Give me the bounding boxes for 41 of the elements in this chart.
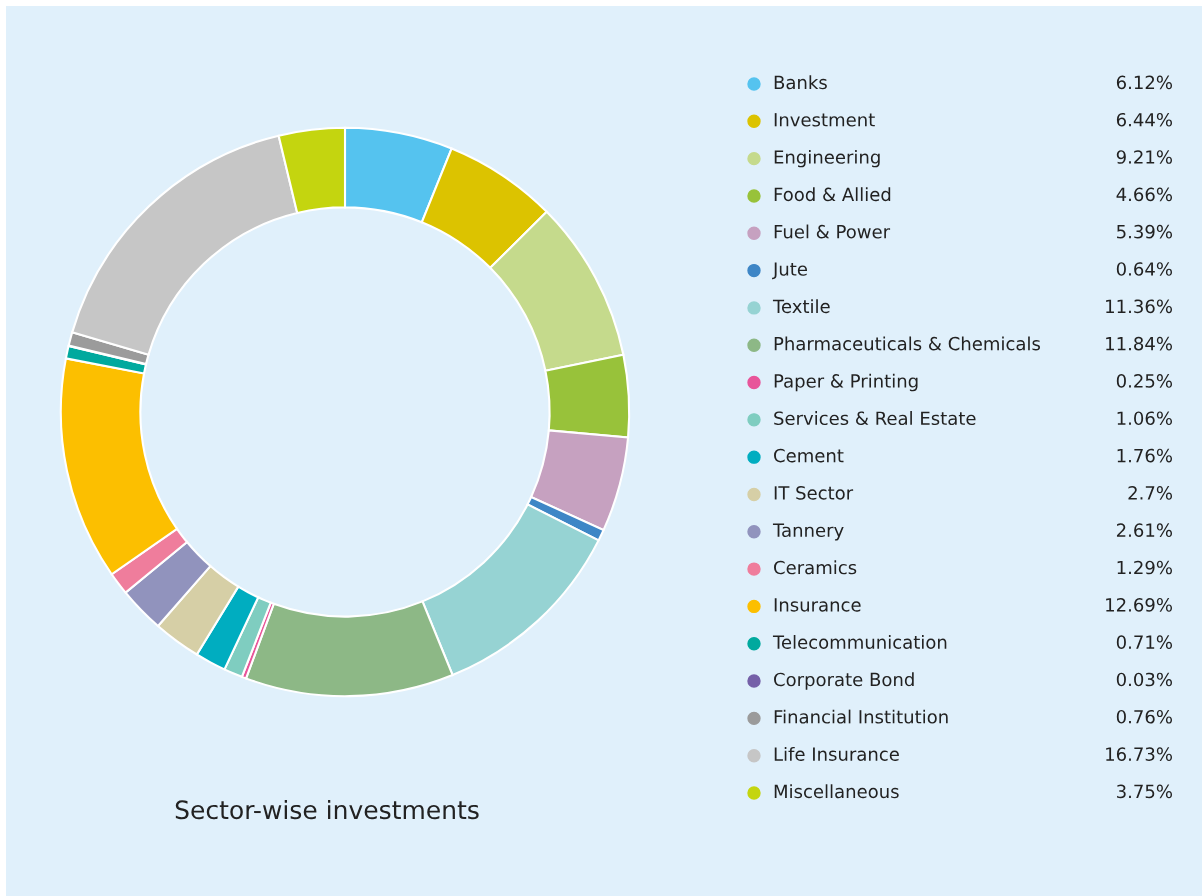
legend-label: Pharmaceuticals & Chemicals	[774, 336, 1040, 351]
legend-label: Services & Real Estate	[774, 411, 976, 426]
legend-label: Engineering	[774, 149, 880, 168]
data-label: 11.84%	[1106, 336, 1172, 351]
legend-label: Textile	[772, 299, 830, 314]
data-label: 1.29%	[1117, 560, 1172, 575]
data-label: 4.66%	[1116, 187, 1172, 202]
legend-label: Telecommunication	[772, 635, 947, 649]
legend-label: Food & Allied	[774, 187, 891, 202]
data-label: 2.61%	[1116, 523, 1172, 538]
legend-label: Insurance	[774, 598, 861, 612]
data-label: 0.25%	[1116, 374, 1172, 388]
legend-label: Life Insurance	[774, 746, 899, 761]
data-label: 3.75%	[1117, 784, 1172, 799]
legend-label: Investment	[774, 113, 875, 127]
legend-label: IT Sector	[774, 486, 854, 500]
legend-label: Financial Institution	[774, 709, 948, 724]
data-label: 11.36%	[1106, 299, 1172, 314]
data-label: 1.76%	[1117, 448, 1172, 463]
legend-label: Cement	[774, 448, 844, 463]
legend-label: Paper & Printing	[774, 373, 918, 392]
legend-label: Tannery	[772, 523, 844, 541]
data-label: 0.64%	[1116, 262, 1172, 276]
data-label: 2.7%	[1128, 486, 1172, 500]
legend-label: Fuel & Power	[774, 224, 891, 239]
data-label: 16.73%	[1106, 747, 1172, 761]
data-label: 0.76%	[1116, 709, 1172, 724]
legend-label: Banks	[774, 75, 827, 90]
legend-label: Miscellaneous	[774, 784, 899, 799]
data-label: 9.21%	[1116, 150, 1172, 164]
legend-label: Ceramics	[774, 560, 857, 575]
data-label: 0.71%	[1116, 635, 1172, 649]
data-label: 0.03%	[1116, 672, 1172, 687]
legend-label: Jute	[772, 262, 807, 280]
legend-label: Corporate Bond	[774, 672, 914, 690]
data-label: 6.12%	[1116, 75, 1172, 90]
data-label: 1.06%	[1117, 411, 1172, 426]
text: Sector-wise investments	[175, 799, 479, 820]
data-label: 6.44%	[1116, 112, 1172, 127]
data-label: 12.69%	[1106, 598, 1172, 612]
data-label: 5.39%	[1117, 224, 1172, 239]
